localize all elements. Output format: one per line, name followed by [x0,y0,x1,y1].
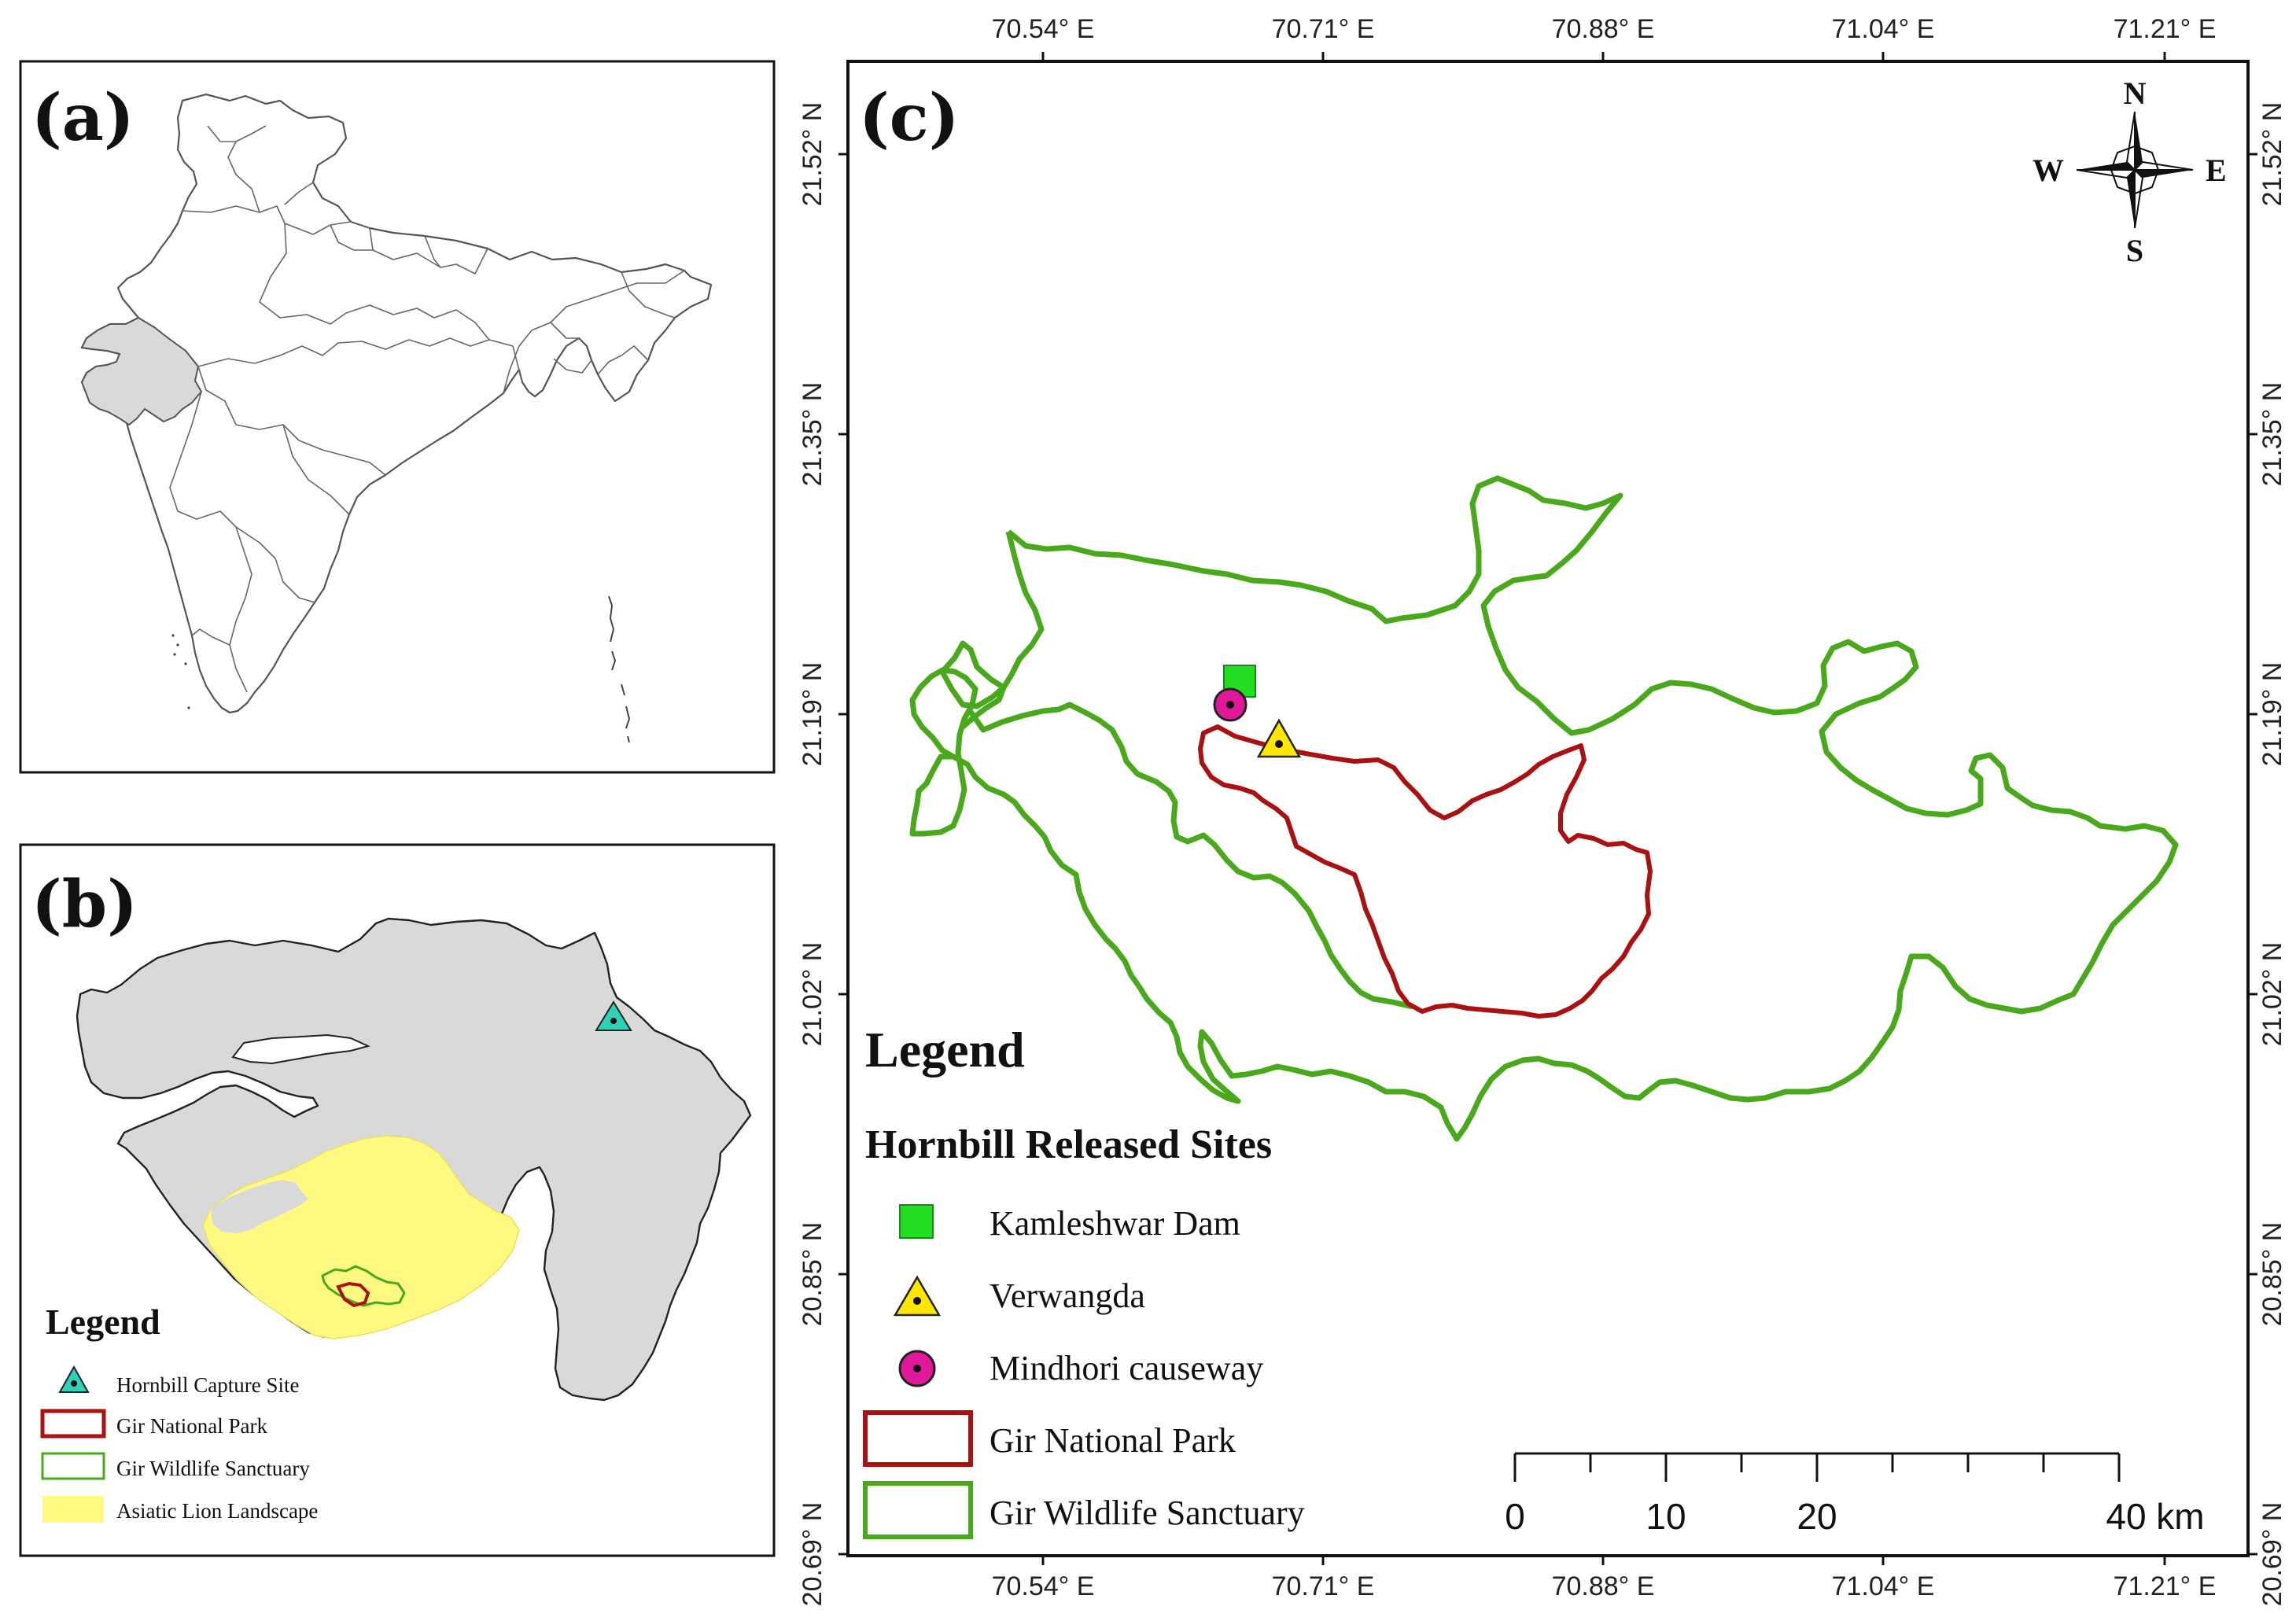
gir-sanctuary-west-loop [940,640,1007,731]
gujarat-shaded [80,316,203,426]
lon-label-top: 70.71° E [1272,14,1375,44]
lon-label-bottom: 70.71° E [1272,1571,1375,1601]
lon-label-bottom: 70.54° E [992,1571,1095,1601]
compass-n: N [2124,76,2147,111]
panel-a-label: (a) [31,80,135,156]
legend-b-sanctuary: Gir Wildlife Sanctuary [41,1452,310,1480]
legend-c-sanctuary: Gir Wildlife Sanctuary [863,1481,1305,1539]
panel-b-legend-title: Legend [46,1302,160,1342]
panel-a: (a) [19,60,776,774]
andaman-islands [608,595,631,743]
lat-label-left: 21.19° N [798,662,827,767]
lat-label-right: 21.02° N [2257,942,2287,1047]
legend-c-square-icon [899,1204,934,1239]
gir-national-park-boundary [1198,724,1653,1019]
panel-c-legend: Legend Hornbill Released Sites Kamleshwa… [863,1022,1305,1539]
legend-c-national-park-swatch [863,1410,973,1467]
legend-b-national-park-label: Gir National Park [116,1414,267,1438]
legend-c-kamleshwar-label: Kamleshwar Dam [990,1204,1240,1243]
panel-c-legend-title: Legend [865,1022,1025,1078]
lat-label-left: 20.69° N [798,1502,827,1607]
lon-label-top: 70.88° E [1552,14,1655,44]
frame-ticks [838,52,2257,1565]
legend-b-sanctuary-swatch [41,1452,105,1480]
lon-label-top: 71.04° E [1832,14,1935,44]
legend-b-lion-landscape-swatch [42,1496,104,1523]
lon-labels-top: 70.54° E 70.71° E 70.88° E 71.04° E 71.2… [992,14,2217,44]
compass-e: E [2206,153,2227,188]
lat-label-left: 21.52° N [798,102,827,207]
hornbill-capture-site-marker [595,1000,632,1031]
scale-label-10: 10 [1646,1496,1686,1537]
legend-b-national-park: Gir National Park [40,1409,267,1439]
lat-label-left: 20.85° N [798,1222,827,1327]
gir-sanctuary-north-edge [939,531,1045,709]
lat-label-right: 21.19° N [2257,662,2287,767]
legend-c-mindhori: Mindhori causeway [898,1349,1263,1387]
compass-s: S [2126,233,2143,268]
legend-b-triangle-icon [58,1365,90,1393]
lon-label-bottom: 70.88° E [1552,1571,1655,1601]
legend-b-capture-site: Hornbill Capture Site [58,1365,299,1397]
gir-sanctuary-inner-edge [967,702,1413,1010]
mindhori-causeway-marker [1213,687,1248,722]
scale-label-20: 20 [1797,1496,1837,1537]
legend-c-sanctuary-swatch [863,1481,973,1539]
lat-label-right: 20.69° N [2257,1502,2287,1607]
legend-c-national-park-label: Gir National Park [990,1421,1236,1460]
lon-label-top: 70.54° E [992,14,1095,44]
legend-c-national-park: Gir National Park [863,1410,1236,1467]
gir-wildlife-sanctuary-boundary [909,475,2179,1142]
panel-c-frame [846,60,2250,1557]
legend-c-sanctuary-label: Gir Wildlife Sanctuary [990,1494,1305,1532]
lat-label-right: 21.52° N [2257,102,2287,207]
legend-b-national-park-swatch [40,1409,106,1439]
legend-b-sanctuary-label: Gir Wildlife Sanctuary [116,1457,310,1480]
north-arrow: N S E W [2032,76,2227,268]
panel-b-label: (b) [31,867,138,942]
panel-c: (c) 70.54° E 70.71° E 70.88° E 71.04° E … [798,14,2287,1606]
lakshadweep-islands [171,634,190,709]
landscape-gap [211,1180,308,1233]
legend-c-kamleshwar: Kamleshwar Dam [899,1204,1240,1243]
legend-c-verwangda: Verwangda [893,1275,1145,1317]
gir-national-park-small [336,1281,370,1308]
panel-c-label: (c) [859,80,960,156]
lon-labels-bottom: 70.54° E 70.71° E 70.88° E 71.04° E 71.2… [992,1571,2217,1601]
legend-c-mindhori-label: Mindhori causeway [990,1349,1263,1387]
legend-b-capture-site-label: Hornbill Capture Site [116,1373,299,1397]
panel-b: (b) Legend Hornbill Capture Site [19,843,776,1557]
lat-label-left: 21.02° N [798,942,827,1047]
gulf-of-kachchh [231,1033,370,1065]
lon-label-bottom: 71.21° E [2114,1571,2217,1601]
lat-label-left: 21.35° N [798,382,827,487]
legend-c-verwangda-label: Verwangda [990,1277,1145,1315]
lon-label-bottom: 71.04° E [1832,1571,1935,1601]
compass-w: W [2032,153,2064,188]
lat-labels-right: 21.52° N 21.35° N 21.19° N 21.02° N 20.8… [2257,102,2287,1607]
legend-b-lion-landscape-label: Asiatic Lion Landscape [116,1499,318,1523]
panel-c-legend-subtitle: Hornbill Released Sites [865,1122,1272,1167]
scale-label-0: 0 [1505,1496,1525,1537]
lon-label-top: 71.21° E [2114,14,2217,44]
legend-c-triangle-icon [893,1275,942,1317]
legend-b-lion-landscape: Asiatic Lion Landscape [42,1496,318,1523]
state-boundaries [169,125,685,693]
panel-b-legend: Legend Hornbill Capture Site Gir Nationa… [40,1302,318,1523]
lat-label-right: 21.35° N [2257,382,2287,487]
scale-label-40: 40 km [2106,1496,2204,1537]
lat-labels-left: 21.52° N 21.35° N 21.19° N 21.02° N 20.8… [798,102,827,1607]
gir-sanctuary-small [321,1265,406,1307]
lat-label-right: 20.85° N [2257,1222,2287,1327]
verwangda-marker [1256,718,1302,758]
scale-bar: 0 10 20 40 km [1505,1452,2205,1537]
compass-icon [2076,111,2194,229]
